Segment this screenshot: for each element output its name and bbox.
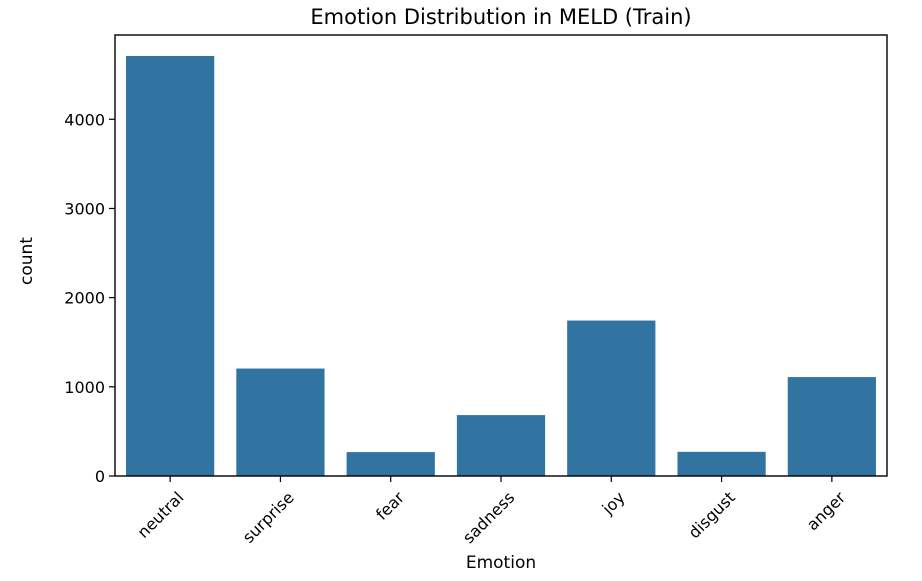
bar-joy [567, 320, 656, 476]
x-tick-label: neutral [134, 488, 188, 542]
y-tick-label: 1000 [64, 378, 105, 397]
y-tick-label: 0 [95, 467, 105, 486]
chart-title: Emotion Distribution in MELD (Train) [310, 5, 691, 29]
x-tick-label: fear [372, 488, 408, 524]
y-tick-label: 4000 [64, 110, 105, 129]
bar-surprise [236, 368, 325, 476]
bar-anger [787, 377, 876, 476]
plot-frame [114, 34, 888, 477]
x-tick-label: surprise [239, 488, 298, 547]
bar-fear [346, 452, 435, 476]
y-tick-label: 2000 [64, 289, 105, 308]
bar-neutral [126, 55, 215, 477]
x-tick-label: joy [598, 488, 629, 519]
bars [126, 55, 876, 477]
bar-sadness [456, 415, 546, 476]
x-tick-label: sadness [459, 488, 518, 547]
bar-disgust [677, 451, 766, 476]
x-tick-label: anger [803, 488, 850, 535]
y-axis-label: count [17, 237, 37, 285]
x-tick-label: disgust [685, 488, 739, 542]
y-tick-label: 3000 [64, 199, 105, 218]
x-axis-label: Emotion [466, 553, 536, 573]
